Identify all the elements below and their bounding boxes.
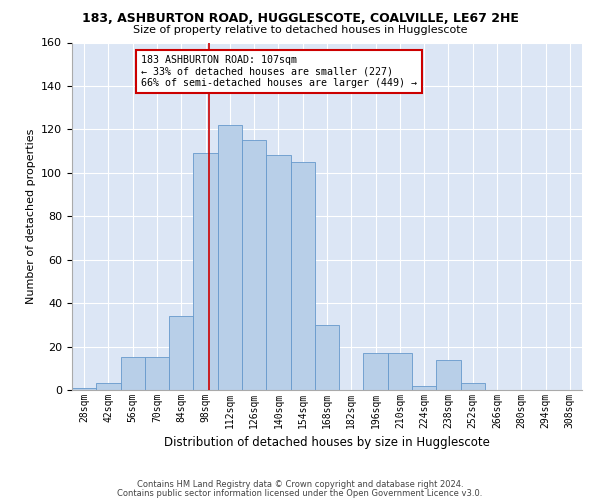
Bar xyxy=(364,353,388,390)
Bar xyxy=(315,325,339,390)
Bar xyxy=(72,388,96,390)
Bar xyxy=(412,386,436,390)
Bar xyxy=(461,384,485,390)
Bar xyxy=(96,384,121,390)
Bar xyxy=(266,156,290,390)
Text: Contains HM Land Registry data © Crown copyright and database right 2024.: Contains HM Land Registry data © Crown c… xyxy=(137,480,463,489)
Bar xyxy=(388,353,412,390)
Bar xyxy=(436,360,461,390)
Text: Contains public sector information licensed under the Open Government Licence v3: Contains public sector information licen… xyxy=(118,489,482,498)
Bar xyxy=(242,140,266,390)
Y-axis label: Number of detached properties: Number of detached properties xyxy=(26,128,35,304)
Text: Size of property relative to detached houses in Hugglescote: Size of property relative to detached ho… xyxy=(133,25,467,35)
X-axis label: Distribution of detached houses by size in Hugglescote: Distribution of detached houses by size … xyxy=(164,436,490,450)
Bar xyxy=(169,316,193,390)
Text: 183, ASHBURTON ROAD, HUGGLESCOTE, COALVILLE, LE67 2HE: 183, ASHBURTON ROAD, HUGGLESCOTE, COALVI… xyxy=(82,12,518,26)
Bar xyxy=(121,358,145,390)
Bar xyxy=(145,358,169,390)
Bar xyxy=(193,154,218,390)
Bar xyxy=(290,162,315,390)
Text: 183 ASHBURTON ROAD: 107sqm
← 33% of detached houses are smaller (227)
66% of sem: 183 ASHBURTON ROAD: 107sqm ← 33% of deta… xyxy=(141,54,417,88)
Bar xyxy=(218,125,242,390)
